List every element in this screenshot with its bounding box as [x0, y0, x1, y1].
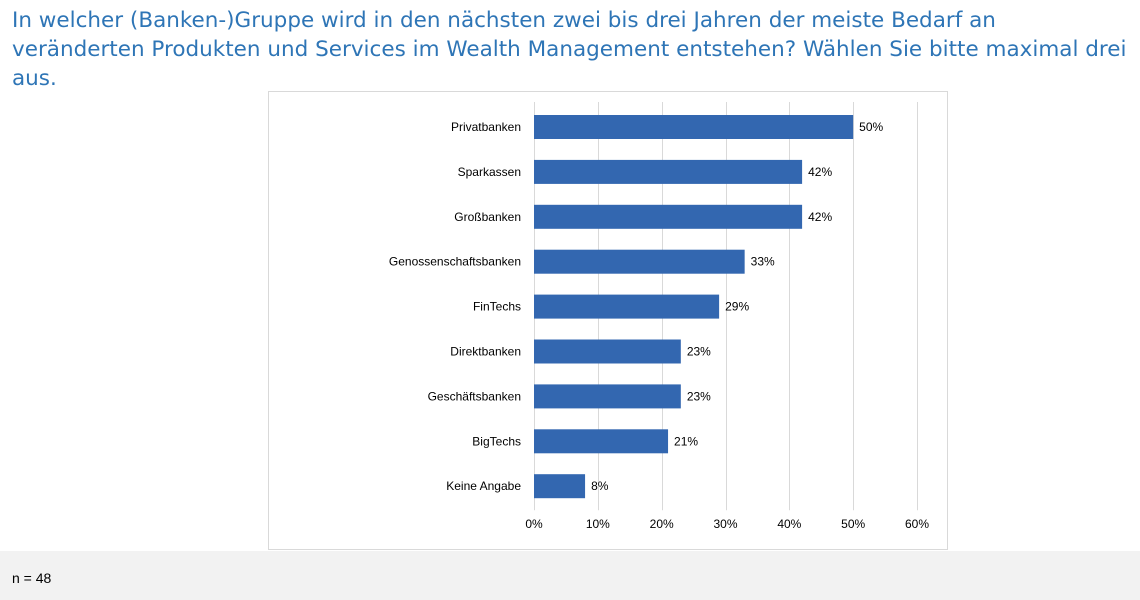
bar — [534, 384, 681, 409]
category-label: BigTechs — [472, 434, 521, 448]
x-tick-label: 50% — [841, 517, 865, 531]
category-label: Direktbanken — [450, 345, 521, 359]
bar — [534, 159, 803, 184]
value-label: 8% — [591, 479, 609, 493]
bar — [534, 474, 586, 499]
category-label: Privatbanken — [451, 120, 521, 134]
category-label: FinTechs — [473, 300, 521, 314]
sample-size: n = 48 — [12, 570, 52, 586]
bar — [534, 204, 803, 229]
category-label: Sparkassen — [458, 165, 521, 179]
bar-chart-svg: 0% 10% 20% 30% 40% 50% 60% Privatbanken 50% Spark… — [389, 102, 929, 531]
bar-chart: 0% 10% 20% 30% 40% 50% 60% Privatbanken 50% Spark… — [268, 91, 948, 550]
x-tick-label: 20% — [650, 517, 674, 531]
x-tick-label: 0% — [525, 517, 543, 531]
value-label: 23% — [687, 389, 711, 403]
x-tick-label: 10% — [586, 517, 610, 531]
value-label: 21% — [674, 434, 698, 448]
category-label: Keine Angabe — [446, 479, 521, 493]
bar — [534, 294, 720, 319]
value-label: 42% — [808, 165, 832, 179]
value-label: 29% — [725, 300, 749, 314]
category-label: Geschäftsbanken — [428, 389, 521, 403]
x-tick-label: 60% — [905, 517, 929, 531]
category-label: Großbanken — [454, 210, 521, 224]
bar — [534, 249, 745, 274]
value-label: 23% — [687, 345, 711, 359]
category-label: Genossenschaftsbanken — [389, 255, 521, 269]
bar — [534, 115, 854, 139]
question-title: In welcher (Banken-)Gruppe wird in den n… — [12, 8, 1127, 91]
x-tick-label: 40% — [777, 517, 801, 531]
value-label: 33% — [751, 255, 775, 269]
value-label: 50% — [859, 120, 883, 134]
bar — [534, 429, 669, 454]
value-label: 42% — [808, 210, 832, 224]
bar — [534, 339, 681, 364]
x-tick-label: 30% — [713, 517, 737, 531]
footer-bar: n = 48 — [0, 551, 1140, 600]
